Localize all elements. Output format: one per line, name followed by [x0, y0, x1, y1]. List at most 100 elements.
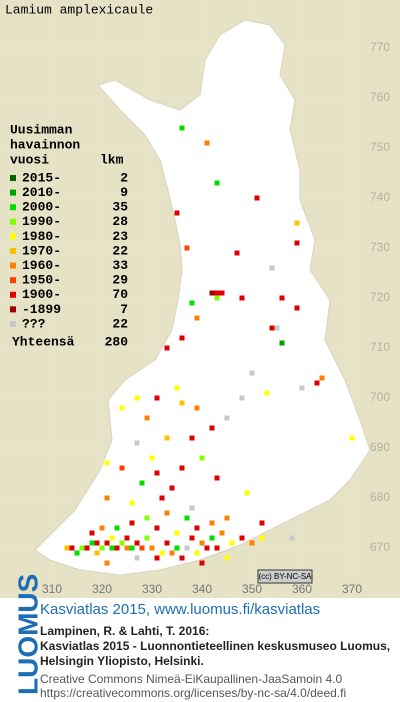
observation-square: [159, 495, 165, 501]
y-tick-label: 680: [370, 490, 390, 504]
observation-square: [234, 250, 240, 256]
observation-square: [209, 520, 215, 526]
observation-square: [214, 290, 220, 296]
citation-line: Lampinen, R. & Lahti, T. 2016:: [40, 624, 209, 638]
observation-square: [149, 455, 155, 461]
observation-square: [134, 540, 140, 546]
observation-square: [169, 550, 175, 556]
x-tick-label: 330: [142, 582, 162, 596]
observation-square: [319, 375, 325, 381]
observation-square: [64, 545, 70, 551]
x-tick-label: 370: [342, 582, 362, 596]
observation-square: [144, 415, 150, 421]
observation-square: [109, 535, 115, 541]
legend-swatch: [10, 277, 16, 284]
observation-square: [209, 425, 215, 431]
observation-square: [119, 465, 125, 471]
legend-label: 1960-: [22, 258, 61, 273]
observation-square: [184, 545, 190, 551]
license-badge: [257, 569, 313, 584]
observation-square: [244, 490, 250, 496]
license-badge-text: (cc) BY-NC-SA: [258, 572, 312, 581]
observation-square: [224, 515, 230, 521]
legend-count: 33: [112, 258, 128, 273]
y-tick-label: 710: [370, 340, 390, 354]
finland-outline: [34, 19, 371, 576]
observation-square: [124, 545, 130, 551]
legend-count-header: lkm: [100, 152, 124, 167]
y-tick-label: 760: [370, 90, 390, 104]
y-tick-label: 740: [370, 190, 390, 204]
observation-square: [169, 485, 175, 491]
observation-square: [194, 405, 200, 411]
atlas-link[interactable]: Kasviatlas 2015, www.luomus.fi/kasviatla…: [40, 601, 320, 618]
observation-square: [214, 180, 220, 186]
observation-square: [104, 560, 110, 566]
observation-square: [104, 495, 110, 501]
legend-total-label: Yhteensä: [12, 334, 75, 349]
legend-swatch: [10, 321, 16, 327]
observation-square: [104, 460, 110, 466]
observation-square: [139, 480, 145, 486]
observation-square: [144, 535, 150, 541]
legend-label: 1900-: [22, 287, 61, 302]
observation-square: [164, 435, 170, 441]
observation-square: [224, 415, 230, 421]
observation-square: [189, 535, 195, 541]
observation-square: [194, 550, 200, 556]
x-tick-label: 360: [292, 582, 312, 596]
observation-square: [239, 295, 245, 301]
observation-square: [134, 395, 140, 401]
license-line: https://creativecommons.org/licenses/by-…: [40, 686, 346, 700]
observation-square: [174, 530, 180, 536]
legend-count: 22: [112, 243, 128, 258]
observation-square: [249, 540, 255, 546]
species-title: Lamium amplexicaule: [5, 2, 153, 17]
legend-count: 35: [112, 200, 128, 215]
observation-square: [199, 560, 205, 566]
observation-square: [99, 525, 105, 531]
x-tick-label: 350: [242, 582, 262, 596]
legend-label: 1980-: [22, 229, 61, 244]
observation-square: [294, 220, 300, 226]
observation-square: [159, 550, 165, 556]
observation-square: [114, 545, 120, 551]
observation-square: [89, 540, 95, 546]
observation-square: [194, 315, 200, 321]
observation-square: [179, 400, 185, 406]
legend-label: 1970-: [22, 243, 61, 258]
observation-square: [269, 325, 275, 331]
observation-square: [219, 290, 225, 296]
observation-square: [164, 540, 170, 546]
legend-total: 280: [105, 334, 129, 349]
legend-label: -1899: [22, 302, 61, 317]
x-tick-label: 340: [192, 582, 212, 596]
observation-square: [189, 435, 195, 441]
observation-square: [189, 300, 195, 306]
legend-swatch: [10, 189, 16, 196]
observation-square: [79, 545, 85, 551]
observation-square: [149, 545, 155, 551]
legend-count: 23: [112, 229, 128, 244]
observation-square: [134, 440, 140, 446]
legend-label: 1990-: [22, 214, 61, 229]
observation-square: [119, 405, 125, 411]
observation-square: [294, 240, 300, 246]
observation-square: [154, 470, 160, 476]
observation-square: [259, 520, 265, 526]
observation-square: [229, 540, 235, 546]
observation-square: [184, 515, 190, 521]
observation-square: [154, 555, 160, 561]
license-line: Creative Commons Nimeä-EiKaupallinen-Jaa…: [40, 672, 342, 686]
observation-square: [209, 535, 215, 541]
observation-square: [99, 545, 105, 551]
legend-swatch: [10, 175, 16, 181]
observation-square: [89, 530, 95, 536]
legend-label: 2010-: [22, 185, 61, 200]
observation-square: [179, 335, 185, 341]
observation-square: [179, 465, 185, 471]
observation-square: [239, 535, 245, 541]
observation-square: [144, 515, 150, 521]
observation-square: [179, 555, 185, 561]
